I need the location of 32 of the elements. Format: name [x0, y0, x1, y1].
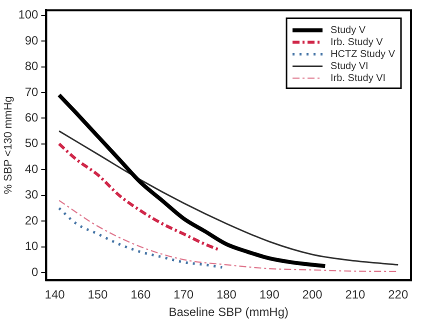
- y-tick-label: 50: [24, 136, 39, 150]
- line-series: [58, 200, 399, 272]
- y-tick-label: 30: [24, 188, 39, 202]
- y-tick-label: 70: [24, 84, 39, 99]
- y-axis-title: % SBP <130 mmHg: [2, 96, 15, 194]
- y-tick-label: 20: [24, 213, 39, 228]
- line-series: [58, 206, 224, 269]
- legend-label: Irb. Study V: [330, 36, 384, 48]
- x-tick-label: 160: [130, 288, 151, 302]
- legend-label: Study V: [330, 24, 366, 36]
- y-tick-label: 40: [24, 162, 39, 176]
- x-axis-title: Baseline SBP (mmHg): [168, 305, 289, 320]
- y-tick-label: 60: [24, 110, 39, 125]
- y-tick-label: 10: [24, 239, 39, 254]
- line-series: [58, 130, 399, 266]
- legend-label: HCTZ Study V: [330, 48, 396, 60]
- y-tick-label: 90: [24, 33, 39, 48]
- x-tick-label: 170: [174, 288, 194, 302]
- x-tick-label: 220: [388, 288, 408, 302]
- legend-label: Irb. Study VI: [330, 72, 386, 84]
- y-tick-label: 80: [24, 59, 39, 74]
- x-tick-label: 150: [88, 288, 108, 302]
- x-tick-label: 140: [44, 288, 66, 302]
- y-tick-label: 0: [32, 264, 39, 279]
- y-tick-label: 100: [18, 8, 39, 22]
- x-tick-label: 180: [216, 288, 237, 302]
- line-series: [57, 93, 328, 268]
- x-tick-label: 210: [345, 288, 366, 302]
- x-tick-label: 190: [259, 288, 280, 302]
- legend-label: Study VI: [330, 60, 368, 72]
- x-tick-label: 200: [302, 288, 323, 302]
- line-series: [58, 142, 220, 251]
